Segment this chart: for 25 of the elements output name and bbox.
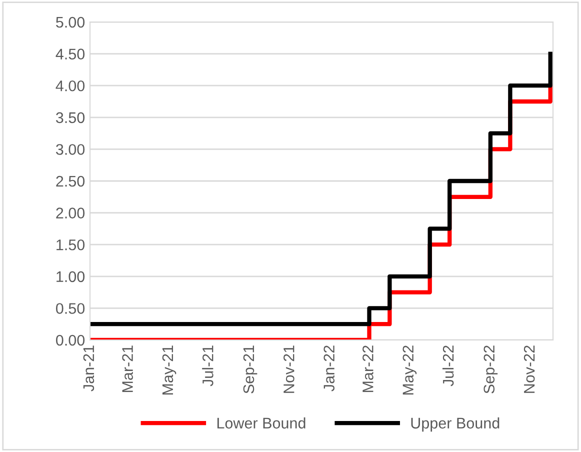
y-tick-label: 0.00 xyxy=(56,334,85,346)
x-tick-label: Nov-21 xyxy=(284,346,294,393)
x-tick-label: Mar-22 xyxy=(362,346,374,392)
x-tick-label: Mar-21 xyxy=(122,346,133,392)
x-tick-label: Jul-21 xyxy=(202,346,214,386)
y-tick-label: 3.00 xyxy=(56,144,85,155)
y-tick-label: 2.50 xyxy=(56,176,85,187)
y-tick-label: 1.00 xyxy=(56,271,85,282)
y-tick-label: 4.50 xyxy=(56,48,85,60)
x-tick-label: Jan-21 xyxy=(83,346,94,392)
x-tick-label: Sep-22 xyxy=(484,346,498,394)
y-tick-label: 0.50 xyxy=(56,303,85,314)
x-tick-label: May-22 xyxy=(402,346,417,395)
x-tick-label: Nov-22 xyxy=(524,346,535,393)
x-tick-label: Jul-22 xyxy=(442,346,454,386)
y-tick-label: 3.50 xyxy=(56,112,85,124)
y-tick-label: 1.50 xyxy=(56,239,85,250)
legend-label: Lower Bound xyxy=(217,417,306,429)
y-tick-label: 4.00 xyxy=(56,80,85,92)
x-tick-label: Sep-21 xyxy=(243,346,258,394)
y-tick-label: 2.00 xyxy=(56,208,85,218)
y-tick-label: 5.00 xyxy=(56,16,85,28)
legend-label: Upper Bound xyxy=(411,417,500,432)
x-tick-label: Jan-22 xyxy=(324,346,334,392)
x-tick-label: May-21 xyxy=(162,346,176,395)
